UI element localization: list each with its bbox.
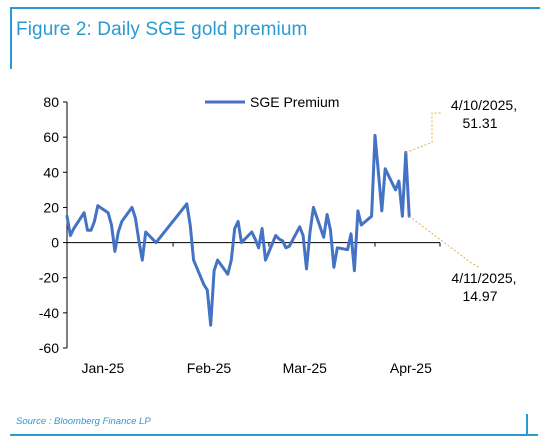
x-tick-label: Apr-25 xyxy=(390,360,432,376)
y-tick-label: 80 xyxy=(43,94,59,110)
y-tick-label: -40 xyxy=(39,305,59,321)
y-tick-label: 20 xyxy=(43,199,59,215)
x-tick-label: Feb-25 xyxy=(187,360,232,376)
y-tick-label: -20 xyxy=(39,270,59,286)
x-tick-label: Jan-25 xyxy=(82,360,125,376)
y-tick-label: 60 xyxy=(43,129,59,145)
series-line-0 xyxy=(65,133,411,327)
x-axis: Jan-25 Feb-25 Mar-25 Apr-25 xyxy=(66,242,441,376)
annotation-date-1: 4/10/2025, xyxy=(451,97,517,113)
y-tick-label: 40 xyxy=(43,164,59,180)
figure-frame xyxy=(10,7,540,69)
figure-frame-bottom xyxy=(10,434,538,436)
y-tick-label: 0 xyxy=(51,235,59,251)
annotation-layer: 4/10/2025, 51.31 4/11/2025, 14.97 xyxy=(405,97,517,304)
source-note: Source : Bloomberg Finance LP xyxy=(16,416,151,427)
legend-label: SGE Premium xyxy=(250,94,339,110)
annotation-leader-2 xyxy=(408,215,481,269)
annotation-value-2: 14.97 xyxy=(462,288,497,304)
legend: SGE Premium xyxy=(205,94,339,110)
annotation-leader-1 xyxy=(405,112,441,153)
annotation-date-2: 4/11/2025, xyxy=(451,270,516,286)
y-tick-label: -60 xyxy=(39,340,59,356)
series-layer xyxy=(65,133,411,327)
y-axis: 80 60 40 20 0 -20 -40 -60 xyxy=(39,94,68,356)
x-tick-label: Mar-25 xyxy=(283,360,328,376)
figure-title: Figure 2: Daily SGE gold premium xyxy=(16,19,308,40)
annotation-value-1: 51.31 xyxy=(462,115,497,131)
figure-frame-corner xyxy=(526,414,528,436)
